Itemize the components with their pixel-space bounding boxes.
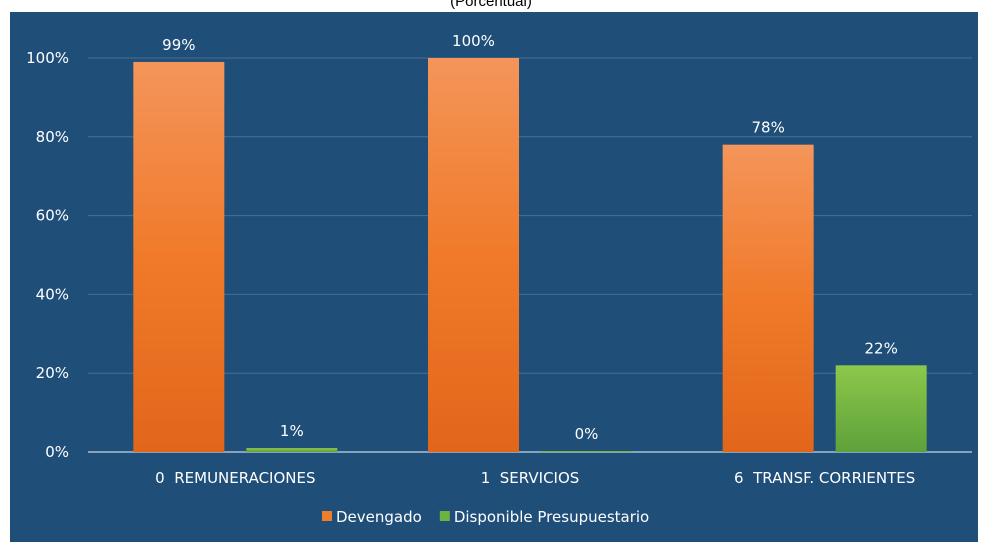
y-tick-label: 0%	[45, 443, 69, 461]
x-category-label: 6 TRANSF. CORRIENTES	[734, 469, 915, 487]
x-category-label: 0 REMUNERACIONES	[155, 469, 315, 487]
bar-devengado	[428, 58, 519, 452]
chart-panel: 0% 20% 40% 60% 80% 100% 99% 1% 100% 0% 78% 22% 0 R…	[10, 12, 978, 542]
legend-swatch	[322, 511, 332, 521]
legend-swatch	[439, 511, 450, 521]
y-tick-label: 20%	[36, 364, 69, 382]
chart-subtitle: (Porcentual)	[450, 0, 532, 10]
data-label: 100%	[452, 32, 495, 50]
bar-disponible-presupuestario	[246, 448, 338, 452]
bars	[133, 58, 927, 452]
data-label: 99%	[162, 36, 195, 54]
legend: Devengado Disponible Presupuestario	[322, 508, 649, 526]
bar-disponible-presupuestario	[835, 365, 927, 452]
y-axis-ticks: 0% 20% 40% 60% 80% 100%	[26, 49, 69, 461]
y-tick-label: 40%	[36, 285, 69, 303]
bar-devengado	[722, 144, 814, 452]
y-tick-label: 80%	[36, 128, 69, 146]
data-label: 78%	[751, 119, 784, 137]
bar-devengado	[133, 61, 225, 452]
data-label: 22%	[864, 339, 897, 357]
data-label: 1%	[280, 422, 304, 440]
x-category-label: 1 SERVICIOS	[481, 469, 580, 487]
data-labels: 99% 1% 100% 0% 78% 22%	[162, 32, 898, 443]
y-tick-label: 100%	[26, 49, 69, 67]
x-axis-categories: 0 REMUNERACIONES 1 SERVICIOS 6 TRANSF. COR…	[155, 469, 915, 487]
bar-disponible-presupuestario	[541, 451, 632, 452]
y-tick-label: 60%	[36, 207, 69, 225]
gridlines	[88, 57, 972, 453]
legend-label: Disponible Presupuestario	[454, 508, 649, 526]
legend-label: Devengado	[336, 508, 422, 526]
bar-chart: 0% 20% 40% 60% 80% 100% 99% 1% 100% 0% 78% 22% 0 R…	[26, 32, 972, 526]
data-label: 0%	[575, 425, 599, 443]
